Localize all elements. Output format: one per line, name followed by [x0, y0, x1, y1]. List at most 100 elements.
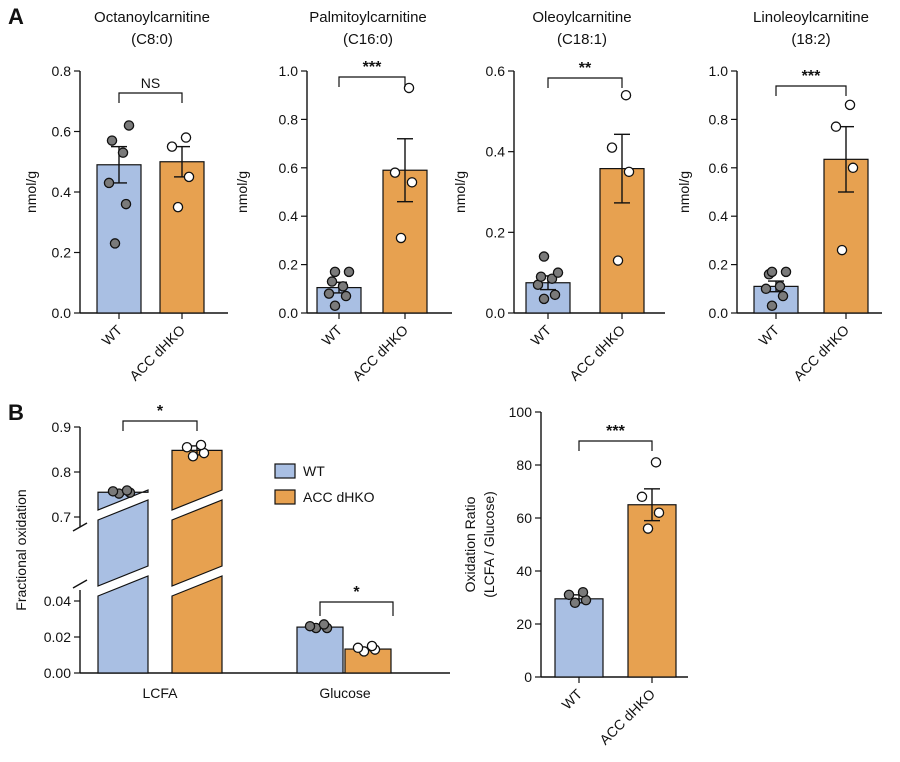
bar-wt [96, 164, 142, 314]
bar-ko [159, 161, 205, 314]
data-point [777, 290, 789, 302]
legend-label-ko: ACC dHKO [303, 489, 375, 505]
data-point [123, 120, 135, 131]
data-point [103, 177, 115, 189]
y-tick-label: 0.2 [486, 224, 506, 240]
y-tick-label: 0.4 [709, 208, 729, 224]
data-point [563, 589, 575, 601]
data-point [389, 167, 401, 178]
data-point [620, 89, 632, 101]
data-point [166, 141, 178, 152]
y-axis-label: Fractional oxidation [13, 489, 29, 610]
bar-lcfa-wt-middle [97, 499, 149, 587]
x-tick-label: WT [318, 321, 345, 348]
significance-bracket [578, 440, 653, 451]
y-tick-label: 0.2 [279, 257, 299, 273]
data-point [760, 283, 772, 295]
data-point [121, 485, 133, 496]
data-point [538, 251, 550, 262]
y-axis-label: nmol/g [23, 171, 39, 213]
y-axis-label-2: (LCFA / Glucose) [481, 491, 497, 598]
y-tick-label: 1.0 [709, 63, 729, 79]
chart-fractional-oxidation: 0.7 0.8 0.9 0.00 0.02 0.04 Fractional oxidatio… [13, 403, 450, 701]
bar-glucose-wt [296, 626, 344, 674]
y-tick-label: 0.4 [52, 184, 72, 200]
data-point [352, 642, 364, 654]
data-point [623, 166, 635, 178]
y-tick-label: 60 [516, 510, 532, 526]
data-point [172, 201, 184, 213]
data-point [180, 132, 192, 143]
data-point [780, 266, 792, 278]
x-tick-label: WT [558, 685, 585, 712]
data-point [337, 281, 349, 292]
data-point [366, 640, 378, 652]
data-point [549, 289, 561, 301]
y-axis-label: nmol/g [676, 171, 692, 213]
y-tick-label: 0.6 [486, 63, 506, 79]
legend-swatch-ko [274, 489, 296, 505]
data-point [195, 439, 207, 451]
data-point [577, 586, 589, 598]
data-point [612, 255, 624, 266]
data-point [187, 450, 199, 462]
data-point [117, 147, 129, 158]
axis-break-mark [72, 522, 88, 532]
y-axis-label: nmol/g [452, 171, 468, 213]
bar-lcfa-ko-middle [171, 499, 223, 587]
data-point [318, 619, 330, 630]
data-point [766, 300, 778, 311]
x-tick-label: WT [527, 321, 554, 348]
panel-letter-b: B [8, 400, 24, 425]
data-point [109, 238, 121, 249]
data-point [830, 121, 842, 132]
significance-bracket [118, 92, 183, 103]
y-axis-label: nmol/g [234, 171, 250, 213]
significance-label: *** [606, 423, 625, 440]
x-tick-label: WT [755, 321, 782, 348]
bar-lcfa-wt-lower [97, 575, 149, 674]
data-point [403, 82, 415, 94]
x-tick-label: ACC dHKO [349, 322, 411, 384]
y-axis-label: Oxidation Ratio [462, 496, 478, 592]
y-tick-label: 0.04 [44, 593, 71, 609]
data-point [107, 486, 119, 497]
data-point [395, 232, 407, 244]
data-point [183, 171, 195, 183]
y-tick-label: 100 [509, 404, 533, 420]
chart-title-line: Palmitoylcarnitine [309, 9, 427, 26]
y-tick-label: 0.2 [709, 257, 729, 273]
significance-bracket [122, 420, 198, 431]
y-tick-label: 0.8 [52, 464, 72, 480]
axis-break-mark [72, 579, 88, 589]
y-tick-label: 0.4 [486, 144, 506, 160]
significance-label: *** [802, 68, 821, 85]
data-point [535, 271, 547, 282]
panel-letter-a: A [8, 4, 24, 29]
legend-label-wt: WT [303, 463, 325, 479]
data-point [847, 162, 859, 174]
y-tick-label: 0.6 [279, 160, 299, 176]
x-category-label: LCFA [142, 685, 178, 701]
data-point [552, 267, 564, 278]
y-tick-label: 40 [516, 563, 532, 579]
data-point [106, 135, 118, 146]
significance-label: * [353, 584, 360, 601]
chart-octanoylcarnitine: Octanoylcarnitine (C8:0) 0.0 0.2 0.4 0.6 0.8 nm… [23, 9, 228, 384]
x-tick-label: ACC dHKO [126, 322, 188, 384]
y-tick-label: 0.6 [52, 124, 72, 140]
data-point [304, 620, 316, 632]
data-point [181, 441, 193, 453]
significance-label: NS [141, 75, 160, 91]
y-tick-label: 0.0 [279, 305, 299, 321]
y-tick-label: 0.8 [52, 63, 72, 79]
chart-title-line: (18:2) [791, 31, 830, 48]
chart-title-line: (C8:0) [131, 31, 173, 48]
y-tick-label: 0.00 [44, 665, 71, 681]
data-point [774, 281, 786, 292]
y-tick-label: 0.8 [279, 111, 299, 127]
data-point [326, 276, 338, 287]
data-point [836, 244, 848, 256]
y-tick-label: 1.0 [279, 63, 299, 79]
y-tick-label: 0.0 [486, 305, 506, 321]
